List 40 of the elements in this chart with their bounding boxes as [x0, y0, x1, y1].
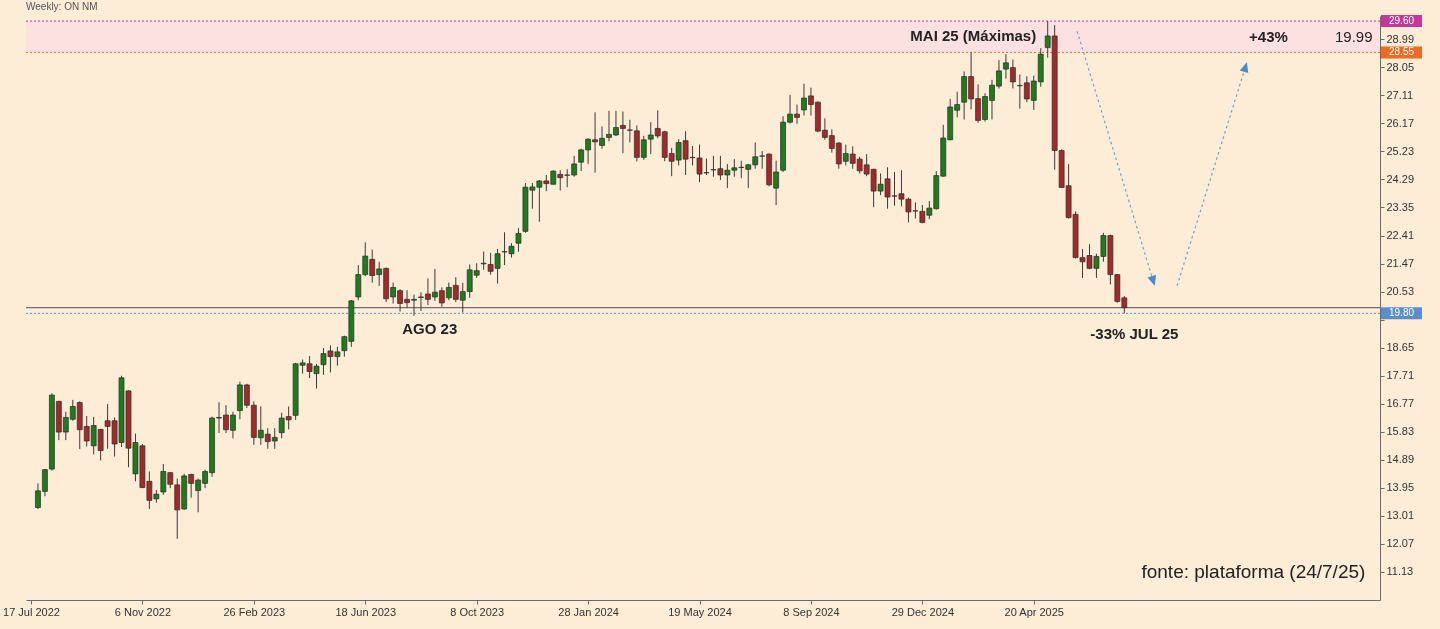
y-tick-label: 26.17: [1386, 116, 1415, 129]
annotation: +43%: [1249, 28, 1288, 46]
y-tick-label: 15.83: [1386, 425, 1415, 438]
annotation: -33% JUL 25: [1090, 325, 1179, 343]
x-tick-label: 29 Dec 2024: [891, 605, 955, 618]
y-tick-label: 16.77: [1386, 397, 1415, 410]
y-tick-label: 13.01: [1386, 509, 1415, 522]
x-tick-label: 18 Jun 2023: [335, 605, 397, 618]
x-tick-label: 8 Sep 2024: [783, 605, 840, 618]
ref-line-label: 19.80: [1388, 307, 1415, 319]
annotation: MAI 25 (Máximas): [910, 27, 1037, 45]
x-tick-label: 8 Oct 2023: [450, 605, 505, 618]
y-tick-label: 23.35: [1386, 200, 1415, 213]
y-tick-label: 27.11: [1386, 88, 1414, 101]
x-tick-label: 28 Jan 2024: [558, 605, 619, 618]
x-tick-label: 17 Jul 2022: [3, 605, 60, 618]
y-tick-label: 28.99: [1386, 32, 1415, 45]
ref-line-label: 29.60: [1388, 15, 1415, 27]
x-tick-label: 20 Apr 2025: [1004, 605, 1064, 618]
y-tick-label: 12.07: [1386, 537, 1415, 550]
y-tick-label: 20.53: [1386, 285, 1415, 298]
y-tick-label: 14.89: [1386, 453, 1415, 466]
annotation: 19.99: [1334, 28, 1373, 46]
y-tick-label: 13.95: [1386, 481, 1415, 494]
annotation: fonte: plataforma (24/7/25): [1141, 560, 1366, 582]
y-tick-label: 24.29: [1386, 172, 1415, 185]
candlestick: [515, 227, 522, 253]
y-tick-label: 22.41: [1386, 229, 1415, 242]
ref-line-label: 28.55: [1388, 46, 1415, 58]
y-tick-label: 18.65: [1386, 341, 1415, 354]
y-tick-label: 21.47: [1386, 257, 1415, 270]
x-tick-label: 26 Feb 2023: [223, 605, 286, 618]
y-tick-label: 11.13: [1386, 565, 1414, 578]
y-tick-label: 28.05: [1386, 60, 1415, 73]
y-tick-label: 17.71: [1386, 369, 1415, 382]
annotation: AGO 23: [402, 320, 458, 338]
chart-title: Weekly: ON NM: [26, 1, 98, 13]
y-tick-label: 25.23: [1386, 144, 1415, 157]
x-tick-label: 6 Nov 2022: [114, 605, 172, 618]
x-tick-label: 19 May 2024: [668, 605, 732, 618]
